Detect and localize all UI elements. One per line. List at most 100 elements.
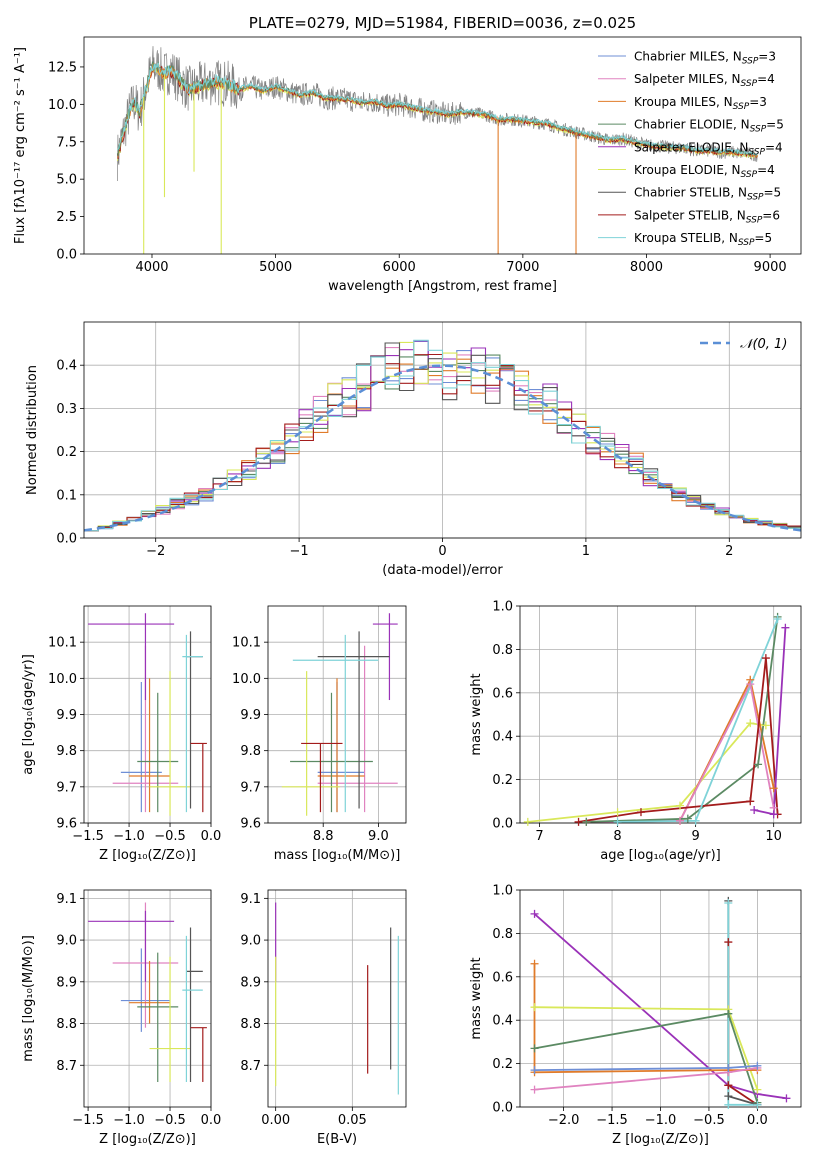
mass-weight-marker (636, 808, 645, 817)
mass-weight-marker (530, 1044, 539, 1053)
x-tick-label: 0.0 (201, 829, 222, 844)
mass-weight-vs-age-panel: 7 8 9 10 0.0 0.2 0.4 0.6 0.8 1.0 age [log₁₀(age/yr… (469, 600, 802, 863)
x-tick-label: 7 (535, 829, 543, 844)
y-tick-label: 2.5 (56, 210, 77, 225)
axes-frame (519, 605, 802, 824)
legend-label-text: Chabrier ELODIE, N (634, 118, 750, 132)
mass-weight-marker (724, 1063, 733, 1072)
mass-weight-marker (781, 623, 790, 632)
y-tick-label: 7.5 (56, 135, 77, 150)
gridlines (84, 890, 212, 1107)
mass-weight-marker (613, 808, 622, 817)
y-tick-label: 8.7 (240, 1059, 261, 1074)
mass-weight-marker (724, 1081, 733, 1090)
chart-title: PLATE=0279, MJD=51984, FIBERID=0036, z=0… (249, 14, 636, 32)
x-axis-label: Z [log₁₀(Z/Z⊙)] (99, 848, 196, 863)
y-tick-label: 10.0 (48, 98, 77, 113)
mass-weight-marker (530, 959, 539, 968)
histogram-step-line (84, 339, 801, 532)
mass-weight-marker (724, 1100, 733, 1109)
x-tick-label: −1.0 (113, 829, 145, 844)
mass-weight-marker (683, 814, 692, 823)
y-tick-label: 9.6 (240, 817, 261, 832)
mass-weight-marker (724, 899, 733, 908)
mass-weight-marker (676, 801, 685, 810)
histogram-step-line (84, 353, 801, 532)
x-tick-label: 9000 (754, 260, 787, 275)
legend-label-text: Salpeter ELODIE, N (634, 140, 748, 154)
mass-weight-line (586, 616, 779, 823)
x-tick-label: −2 (146, 544, 165, 559)
x-tick-label: 0.0 (747, 1113, 768, 1128)
y-tick-label: 8.8 (56, 1017, 77, 1032)
mass-weight-marker (582, 817, 591, 826)
x-axis-label: Z [log₁₀(Z/Z⊙)] (99, 1132, 196, 1147)
mass-weight-vs-metallicity-panel: −2.0 −1.5 −1.0 −0.5 0.0 0.0 0.2 0.4 0.6 0.8 1.0 Z [… (469, 884, 802, 1147)
y-tick-label: 8.9 (240, 975, 261, 990)
legend-subscript: SSP (746, 215, 763, 225)
legend-label-text: Salpeter STELIB, N (634, 208, 746, 222)
y-tick-label: 10.0 (48, 672, 77, 687)
x-tick-label: −2.0 (548, 1113, 580, 1128)
legend-suffix: =6 (762, 208, 780, 222)
x-tick-label: −1.0 (645, 1113, 677, 1128)
model-spectrum-line (117, 62, 758, 157)
x-tick-label: 0.00 (261, 1113, 290, 1128)
y-tick-label: 9.8 (56, 744, 77, 759)
axes-frame (267, 889, 407, 1108)
mass-weight-marker (530, 1085, 539, 1094)
x-axis-label: mass [log₁₀(M/M⊙)] (274, 848, 401, 863)
age-vs-mass-panel: 8.8 9.0 9.6 9.7 9.8 9.9 10.0 10.1 mass [log₁₀(M/… (232, 605, 407, 863)
legend-label: Kroupa MILES, NSSP=3 (634, 95, 767, 112)
plot-area (527, 616, 787, 823)
legend-label: Chabrier ELODIE, NSSP=5 (634, 118, 784, 135)
y-tick-label: 12.5 (48, 60, 77, 75)
legend-suffix: =5 (754, 231, 772, 245)
y-tick-label: 0.0 (492, 817, 513, 832)
y-axis-label: mass weight (469, 673, 484, 755)
y-tick-label: 8.7 (56, 1059, 77, 1074)
legend-subscript: SSP (741, 170, 758, 180)
y-tick-label: 1.0 (492, 884, 513, 899)
legend-label: Chabrier STELIB, NSSP=5 (634, 186, 781, 203)
mass-weight-marker (530, 1003, 539, 1012)
y-tick-label: 5.0 (56, 173, 77, 188)
y-tick-label: 8.9 (56, 975, 77, 990)
mass-weight-marker (753, 1085, 762, 1094)
plot-area (88, 902, 207, 1082)
mass-weight-marker (761, 654, 770, 663)
x-tick-label: 9.0 (368, 829, 389, 844)
x-tick-label: 0 (438, 544, 446, 559)
x-tick-label: 8 (613, 829, 621, 844)
mass-weight-marker (523, 817, 532, 826)
x-axis-label: age [log₁₀(age/yr)] (600, 848, 721, 863)
mass-weight-marker (746, 797, 755, 806)
y-axis-label: Flux [fλ10⁻¹⁷ erg cm⁻² s⁻¹ A⁻¹] (13, 47, 28, 244)
legend-subscript: SSP (733, 102, 750, 112)
gridlines (520, 889, 801, 1108)
y-tick-label: 8.8 (240, 1017, 261, 1032)
axes-frame (83, 889, 212, 1108)
residual-histogram-panel: −2 −1 0 1 2 0.0 0.1 0.2 0.3 0.4 (data-model)/error… (25, 321, 802, 578)
y-tick-label: 9.6 (56, 817, 77, 832)
legend-subscript: SSP (738, 238, 755, 248)
mass-weight-marker (530, 909, 539, 918)
y-tick-label: 0.2 (492, 773, 513, 788)
x-tick-label: 8000 (630, 260, 663, 275)
y-tick-label: 9.0 (240, 934, 261, 949)
y-tick-label: 0.2 (492, 1057, 513, 1072)
legend-suffix: =5 (766, 118, 784, 132)
legend-subscript: SSP (750, 125, 767, 135)
mass-weight-line (534, 1006, 759, 1090)
x-tick-label: 6000 (383, 260, 416, 275)
x-tick-label: 0.05 (338, 1113, 367, 1128)
legend-label-text: Salpeter MILES, N (634, 72, 741, 86)
mass-weight-marker (753, 1061, 762, 1070)
y-tick-label: 9.9 (56, 708, 77, 723)
legend-suffix: =4 (765, 140, 783, 154)
legend-suffix: =3 (749, 95, 767, 109)
gridlines (520, 605, 801, 824)
y-tick-label: 9.7 (56, 780, 77, 795)
